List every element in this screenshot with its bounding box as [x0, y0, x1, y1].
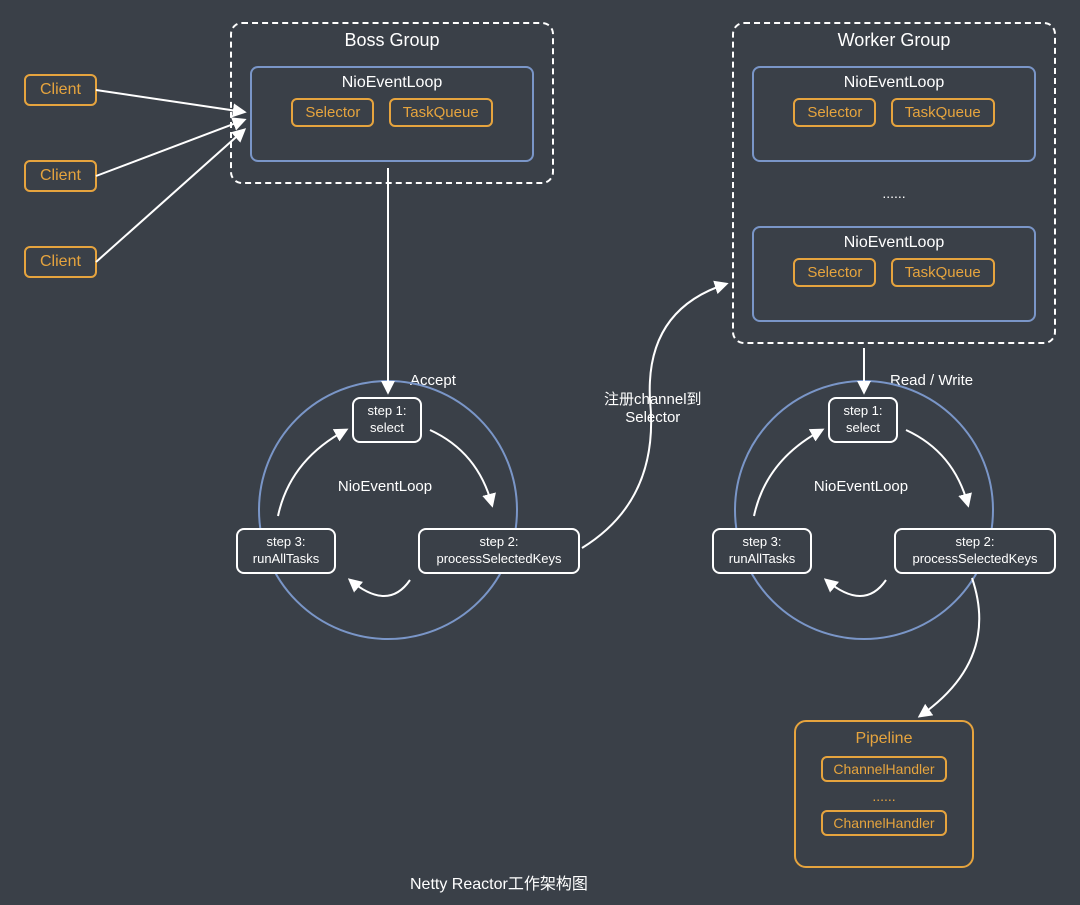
- boss-step1-line1: step 1:: [367, 403, 406, 418]
- worker1-selector-box: Selector: [793, 98, 876, 127]
- client-label: Client: [40, 167, 81, 184]
- worker2-taskqueue-box: TaskQueue: [891, 258, 995, 287]
- worker-group-title: Worker Group: [732, 30, 1056, 51]
- client-box-2: Client: [24, 160, 97, 192]
- worker2-selector-box: Selector: [793, 258, 876, 287]
- worker-step2-box: step 2: processSelectedKeys: [894, 528, 1056, 574]
- worker-step3-line1: step 3:: [742, 534, 781, 549]
- worker1-taskqueue-box: TaskQueue: [891, 98, 995, 127]
- client-label: Client: [40, 253, 81, 270]
- worker-step2-line2: processSelectedKeys: [912, 551, 1037, 566]
- diagram-caption: Netty Reactor工作架构图: [410, 870, 588, 894]
- boss-step3-box: step 3: runAllTasks: [236, 528, 336, 574]
- boss-cycle-center-label: NioEventLoop: [300, 478, 470, 495]
- boss-step3-line2: runAllTasks: [253, 551, 319, 566]
- register-line1: 注册channel到: [604, 391, 702, 408]
- pipeline-title: Pipeline: [796, 722, 972, 752]
- worker-step1-line1: step 1:: [843, 403, 882, 418]
- register-line2: Selector: [625, 409, 680, 426]
- worker-dots: ......: [732, 185, 1056, 201]
- pipeline-box: Pipeline ChannelHandler ...... ChannelHa…: [794, 720, 974, 868]
- worker-eventloop1-box: NioEventLoop Selector TaskQueue: [752, 66, 1036, 162]
- boss-step3-line1: step 3:: [266, 534, 305, 549]
- boss-step2-box: step 2: processSelectedKeys: [418, 528, 580, 574]
- worker-step1-line2: select: [846, 420, 880, 435]
- boss-eventloop-box: NioEventLoop Selector TaskQueue: [250, 66, 534, 162]
- boss-step1-line2: select: [370, 420, 404, 435]
- worker-eventloop2-title: NioEventLoop: [754, 228, 1034, 254]
- pipeline-handler1: ChannelHandler: [821, 756, 946, 782]
- pipeline-dots: ......: [796, 786, 972, 806]
- client-box-1: Client: [24, 74, 97, 106]
- boss-eventloop-title: NioEventLoop: [252, 68, 532, 94]
- worker-step3-line2: runAllTasks: [729, 551, 795, 566]
- worker-step1-box: step 1: select: [828, 397, 898, 443]
- worker-cycle-center-label: NioEventLoop: [776, 478, 946, 495]
- worker-eventloop2-box: NioEventLoop Selector TaskQueue: [752, 226, 1036, 322]
- worker-step2-line1: step 2:: [955, 534, 994, 549]
- boss-group-title: Boss Group: [230, 30, 554, 51]
- boss-taskqueue-box: TaskQueue: [389, 98, 493, 127]
- worker-eventloop1-title: NioEventLoop: [754, 68, 1034, 94]
- boss-step2-line2: processSelectedKeys: [436, 551, 561, 566]
- register-label: 注册channel到 Selector: [604, 388, 702, 426]
- boss-step2-line1: step 2:: [479, 534, 518, 549]
- pipeline-handler2: ChannelHandler: [821, 810, 946, 836]
- boss-step1-box: step 1: select: [352, 397, 422, 443]
- client-label: Client: [40, 81, 81, 98]
- worker-step3-box: step 3: runAllTasks: [712, 528, 812, 574]
- boss-selector-box: Selector: [291, 98, 374, 127]
- client-box-3: Client: [24, 246, 97, 278]
